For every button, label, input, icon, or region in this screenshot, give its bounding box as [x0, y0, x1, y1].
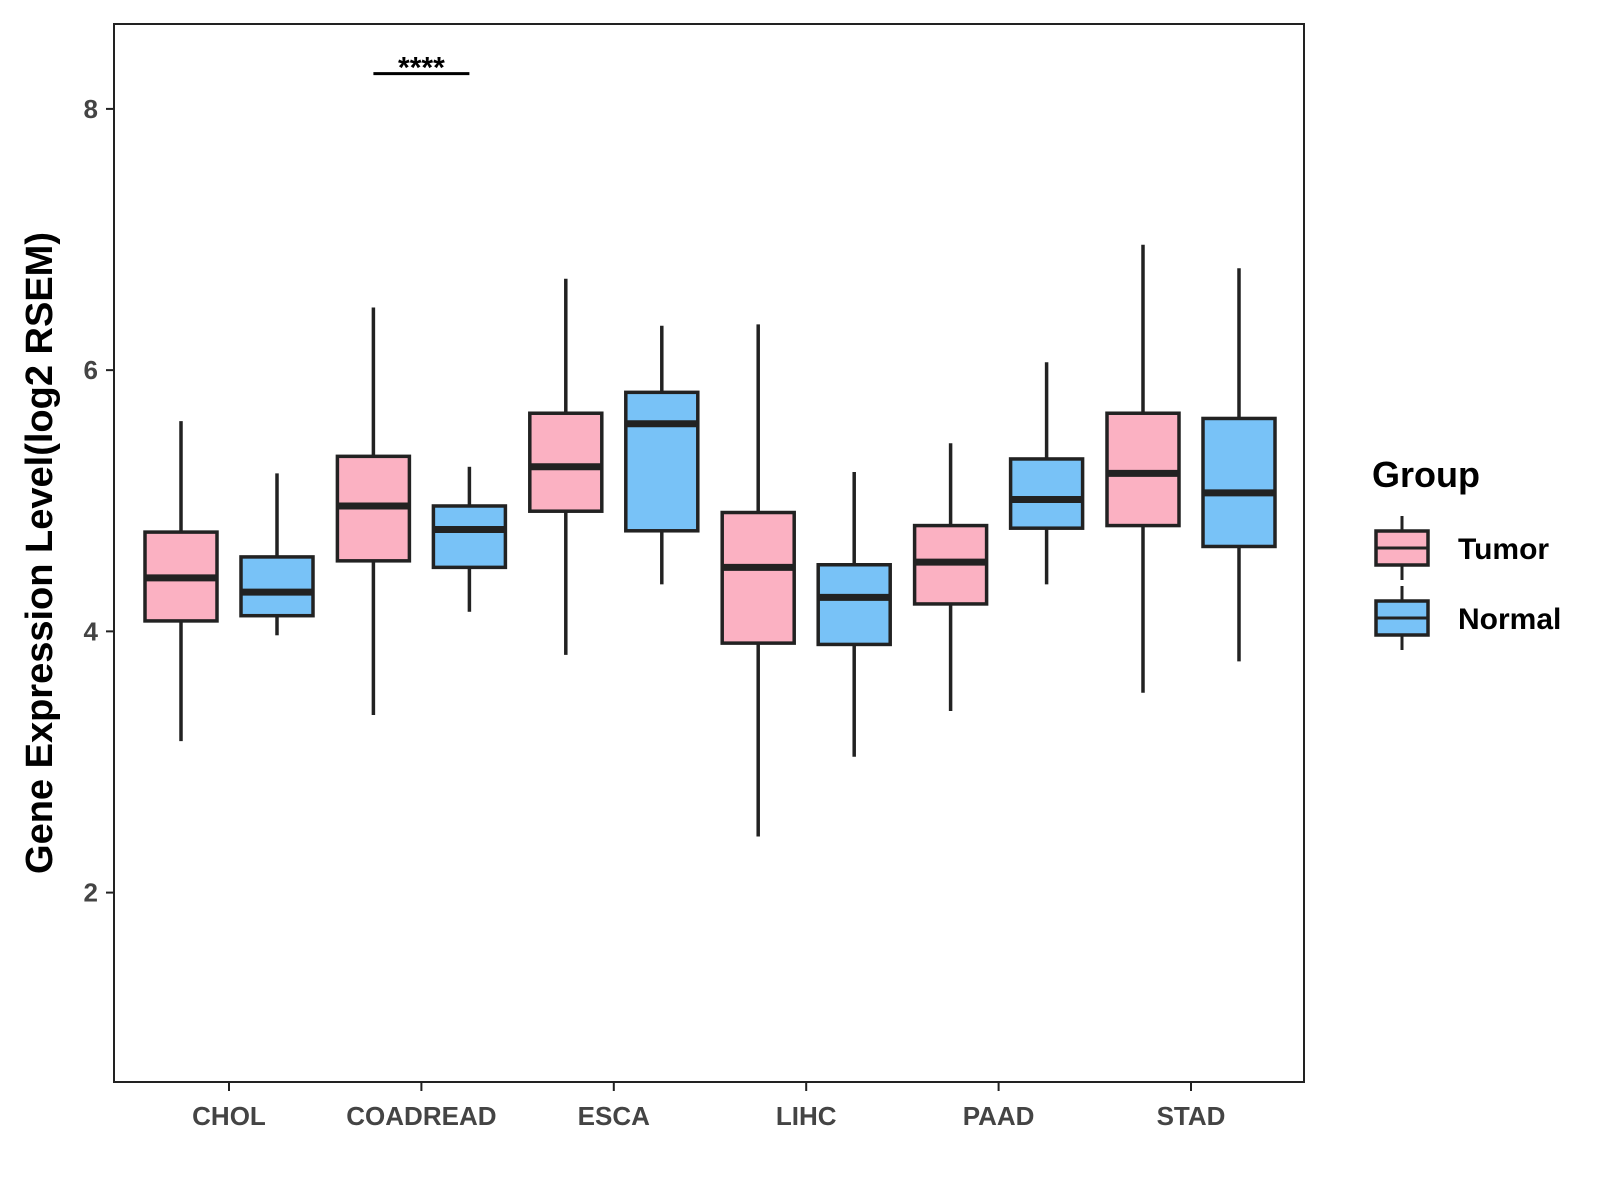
legend-title: Group — [1372, 454, 1480, 495]
x-tick-label: CHOL — [192, 1101, 266, 1131]
box-iqr — [720, 510, 796, 645]
box-normal-lihc — [816, 472, 892, 757]
boxes-layer — [143, 244, 1277, 837]
legend-label: Normal — [1458, 603, 1561, 636]
box-tumor-coadread — [335, 307, 412, 715]
box-normal-paad — [1008, 362, 1085, 585]
box-iqr — [239, 555, 315, 618]
box-iqr — [1201, 416, 1277, 549]
significance-layer: **** — [373, 52, 470, 85]
y-axis-title: Gene Expression Level(log2 RSEM) — [19, 232, 61, 874]
x-tick-label: STAD — [1157, 1101, 1226, 1131]
x-tick-label: PAAD — [963, 1101, 1035, 1131]
box-iqr — [528, 411, 604, 513]
box-tumor-paad — [912, 443, 989, 712]
box-normal-chol — [239, 473, 315, 636]
box-iqr — [624, 390, 700, 533]
x-tick-label: ESCA — [578, 1101, 650, 1131]
x-tick-label: LIHC — [776, 1101, 837, 1131]
box-tumor-chol — [143, 421, 219, 742]
legend-item-tumor: Tumor — [1374, 516, 1549, 580]
box-normal-esca — [624, 325, 700, 585]
y-tick-label: 6 — [84, 355, 98, 385]
y-tick-label: 4 — [84, 616, 99, 646]
legend-label: Tumor — [1458, 533, 1549, 566]
y-tick-label: 2 — [84, 878, 98, 908]
x-tick-label: COADREAD — [346, 1101, 496, 1131]
plot-panel — [113, 23, 1305, 1083]
box-normal-coadread — [431, 466, 508, 612]
box-tumor-lihc — [720, 324, 796, 837]
y-axis: 2 4 6 8 — [84, 94, 114, 908]
y-tick-label: 8 — [84, 94, 98, 124]
x-axis: CHOL COADREAD ESCA LIHC PAAD STAD — [192, 1082, 1225, 1131]
box-iqr — [431, 504, 508, 570]
box-iqr — [816, 563, 892, 647]
box-iqr — [1008, 457, 1085, 530]
significance-label: **** — [398, 52, 445, 85]
legend-item-normal: Normal — [1374, 586, 1561, 650]
box-tumor-esca — [528, 278, 604, 655]
box-iqr — [1105, 411, 1181, 528]
box-tumor-stad — [1105, 244, 1181, 693]
legend: Group Tumor Normal — [1372, 454, 1561, 650]
box-normal-stad — [1201, 268, 1277, 662]
